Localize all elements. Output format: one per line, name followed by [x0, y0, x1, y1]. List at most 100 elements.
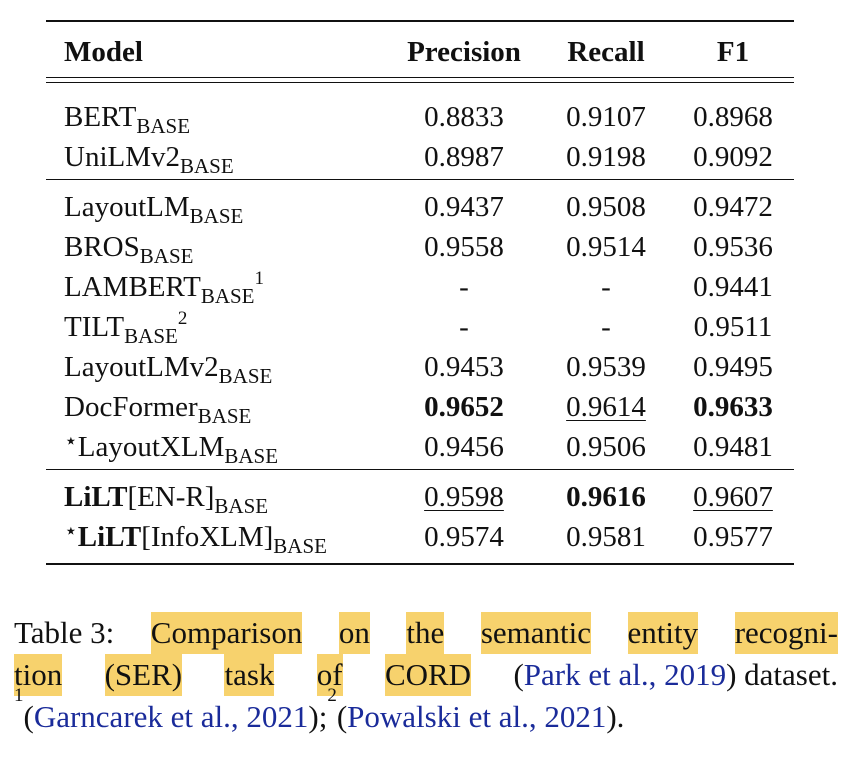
f1-cell: 0.9472: [693, 191, 773, 223]
table-row: LayoutLMBASE 0.9437 0.9508 0.9472: [46, 187, 794, 227]
caption-highlight-word: the: [406, 612, 445, 654]
model-name: LiLT: [64, 481, 128, 513]
precision-cell: -: [459, 311, 469, 343]
precision-cell: 0.9437: [424, 191, 504, 223]
precision-cell: 0.9574: [424, 521, 504, 553]
group-separator-rule: [46, 469, 794, 470]
precision-cell: 0.8833: [424, 101, 504, 133]
model-name: BERT: [64, 101, 137, 133]
model-name: DocFormer: [64, 391, 198, 423]
model-name: TILT: [64, 311, 125, 343]
header-precision: Precision: [407, 36, 521, 68]
table-header-row: Model Precision Recall F1: [46, 32, 794, 72]
precision-cell: 0.9652: [424, 391, 504, 423]
footnote-end: ).: [606, 699, 625, 734]
table-row: DocFormerBASE 0.9652 0.9614 0.9633: [46, 387, 794, 427]
citation-link-garncarek[interactable]: Garncarek et al., 2021: [33, 699, 309, 734]
model-size-subscript: BASE: [180, 154, 234, 178]
f1-cell: 0.9577: [693, 521, 773, 553]
model-name: LiLT: [77, 521, 142, 553]
caption-highlight-word: task: [224, 654, 275, 696]
model-size-subscript: BASE: [197, 404, 252, 428]
caption-citation-park: (Park et al., 2019) dataset.: [513, 654, 838, 696]
model-size-subscript: BASE: [200, 284, 255, 308]
model-variant: [InfoXLM]: [141, 521, 274, 553]
header-double-rule-upper: [46, 77, 794, 78]
precision-cell: 0.9598: [424, 481, 504, 513]
model-name-cell: BERTBASE: [64, 97, 190, 137]
footnote-separator: );: [308, 699, 328, 734]
model-name-cell: ⋆LiLT[InfoXLM]BASE: [64, 517, 327, 557]
model-name-cell: TILTBASE2: [64, 307, 187, 347]
caption-highlight-word: Comparison: [150, 612, 303, 654]
header-double-rule-lower: [46, 82, 794, 83]
recall-cell: 0.9539: [566, 351, 646, 383]
citation-link-powalski[interactable]: Powalski et al., 2021: [347, 699, 607, 734]
table-row: LAMBERTBASE1 - - 0.9441: [46, 267, 794, 307]
table-row: LayoutLMv2BASE 0.9453 0.9539 0.9495: [46, 347, 794, 387]
caption-line-2: tion (SER) task of CORD (Park et al., 20…: [14, 654, 838, 696]
group-separator-rule: [46, 179, 794, 180]
f1-cell: 0.9511: [693, 311, 773, 343]
caption-highlight-word: recogni-: [734, 612, 838, 654]
caption-line-1: Table 3: Comparison on the semantic enti…: [14, 612, 838, 654]
f1-cell: 0.9441: [693, 271, 773, 303]
caption-dataset-text: ) dataset.: [726, 657, 838, 692]
f1-cell: 0.9495: [693, 351, 773, 383]
f1-cell: 0.9092: [693, 141, 773, 173]
recall-cell: 0.9198: [566, 141, 646, 173]
model-name-cell: DocFormerBASE: [64, 387, 251, 427]
recall-cell: 0.9107: [566, 101, 646, 133]
caption-highlight-word: semantic: [480, 612, 592, 654]
precision-cell: 0.8987: [424, 141, 504, 173]
footnote-superscript: 2: [177, 308, 188, 329]
table-top-rule: [46, 20, 794, 22]
recall-cell: -: [601, 311, 611, 343]
caption-highlight-word: CORD: [384, 654, 472, 696]
table-bottom-rule: [46, 563, 794, 565]
footnote-mark-1: 1: [14, 685, 24, 706]
caption-highlight-word: of: [316, 654, 343, 696]
f1-cell: 0.9481: [693, 431, 773, 463]
model-name: LayoutLMv2: [64, 351, 219, 383]
precision-cell: -: [459, 271, 469, 303]
model-size-subscript: BASE: [136, 114, 191, 138]
footnote-mark-2: 2: [327, 685, 337, 706]
model-name-cell: LiLT[EN-R]BASE: [64, 477, 268, 517]
table-row: LiLT[EN-R]BASE 0.9598 0.9616 0.9607: [46, 477, 794, 517]
model-name-cell: LayoutLMv2BASE: [64, 347, 272, 387]
model-name: LayoutXLM: [77, 431, 225, 463]
header-f1: F1: [716, 36, 750, 68]
model-size-subscript: BASE: [139, 244, 194, 268]
model-size-subscript: BASE: [214, 494, 269, 518]
table-row: UniLMv2BASE 0.8987 0.9198 0.9092: [46, 137, 794, 177]
multilingual-star-mark: ⋆: [64, 518, 78, 543]
precision-cell: 0.9456: [424, 431, 504, 463]
header-recall: Recall: [567, 36, 645, 68]
model-size-subscript: BASE: [124, 324, 178, 348]
precision-cell: 0.9558: [424, 231, 504, 263]
citation-link-park[interactable]: Park et al., 2019: [523, 657, 727, 692]
table-row: TILTBASE2 - - 0.9511: [46, 307, 794, 347]
model-name: LayoutLM: [64, 191, 190, 223]
model-size-subscript: BASE: [218, 364, 273, 388]
recall-cell: 0.9508: [566, 191, 646, 223]
table-caption: Table 3: Comparison on the semantic enti…: [14, 612, 838, 738]
f1-cell: 0.9536: [693, 231, 773, 263]
f1-cell: 0.9607: [693, 481, 773, 513]
model-name: UniLMv2: [64, 141, 180, 173]
model-name-cell: LayoutLMBASE: [64, 187, 243, 227]
model-size-subscript: BASE: [189, 204, 244, 228]
model-name: LAMBERT: [64, 271, 201, 303]
recall-cell: 0.9514: [566, 231, 646, 263]
precision-cell: 0.9453: [424, 351, 504, 383]
footnote-superscript: 1: [254, 268, 265, 289]
model-name-cell: UniLMv2BASE: [64, 137, 234, 177]
caption-label: Table 3:: [14, 615, 115, 650]
model-size-subscript: BASE: [273, 534, 327, 558]
caption-highlight-word: (SER): [104, 654, 183, 696]
model-name-cell: ⋆LayoutXLMBASE: [64, 427, 278, 467]
model-name-cell: LAMBERTBASE1: [64, 267, 264, 307]
f1-cell: 0.8968: [693, 101, 773, 133]
caption-highlight-word: on: [338, 612, 370, 654]
